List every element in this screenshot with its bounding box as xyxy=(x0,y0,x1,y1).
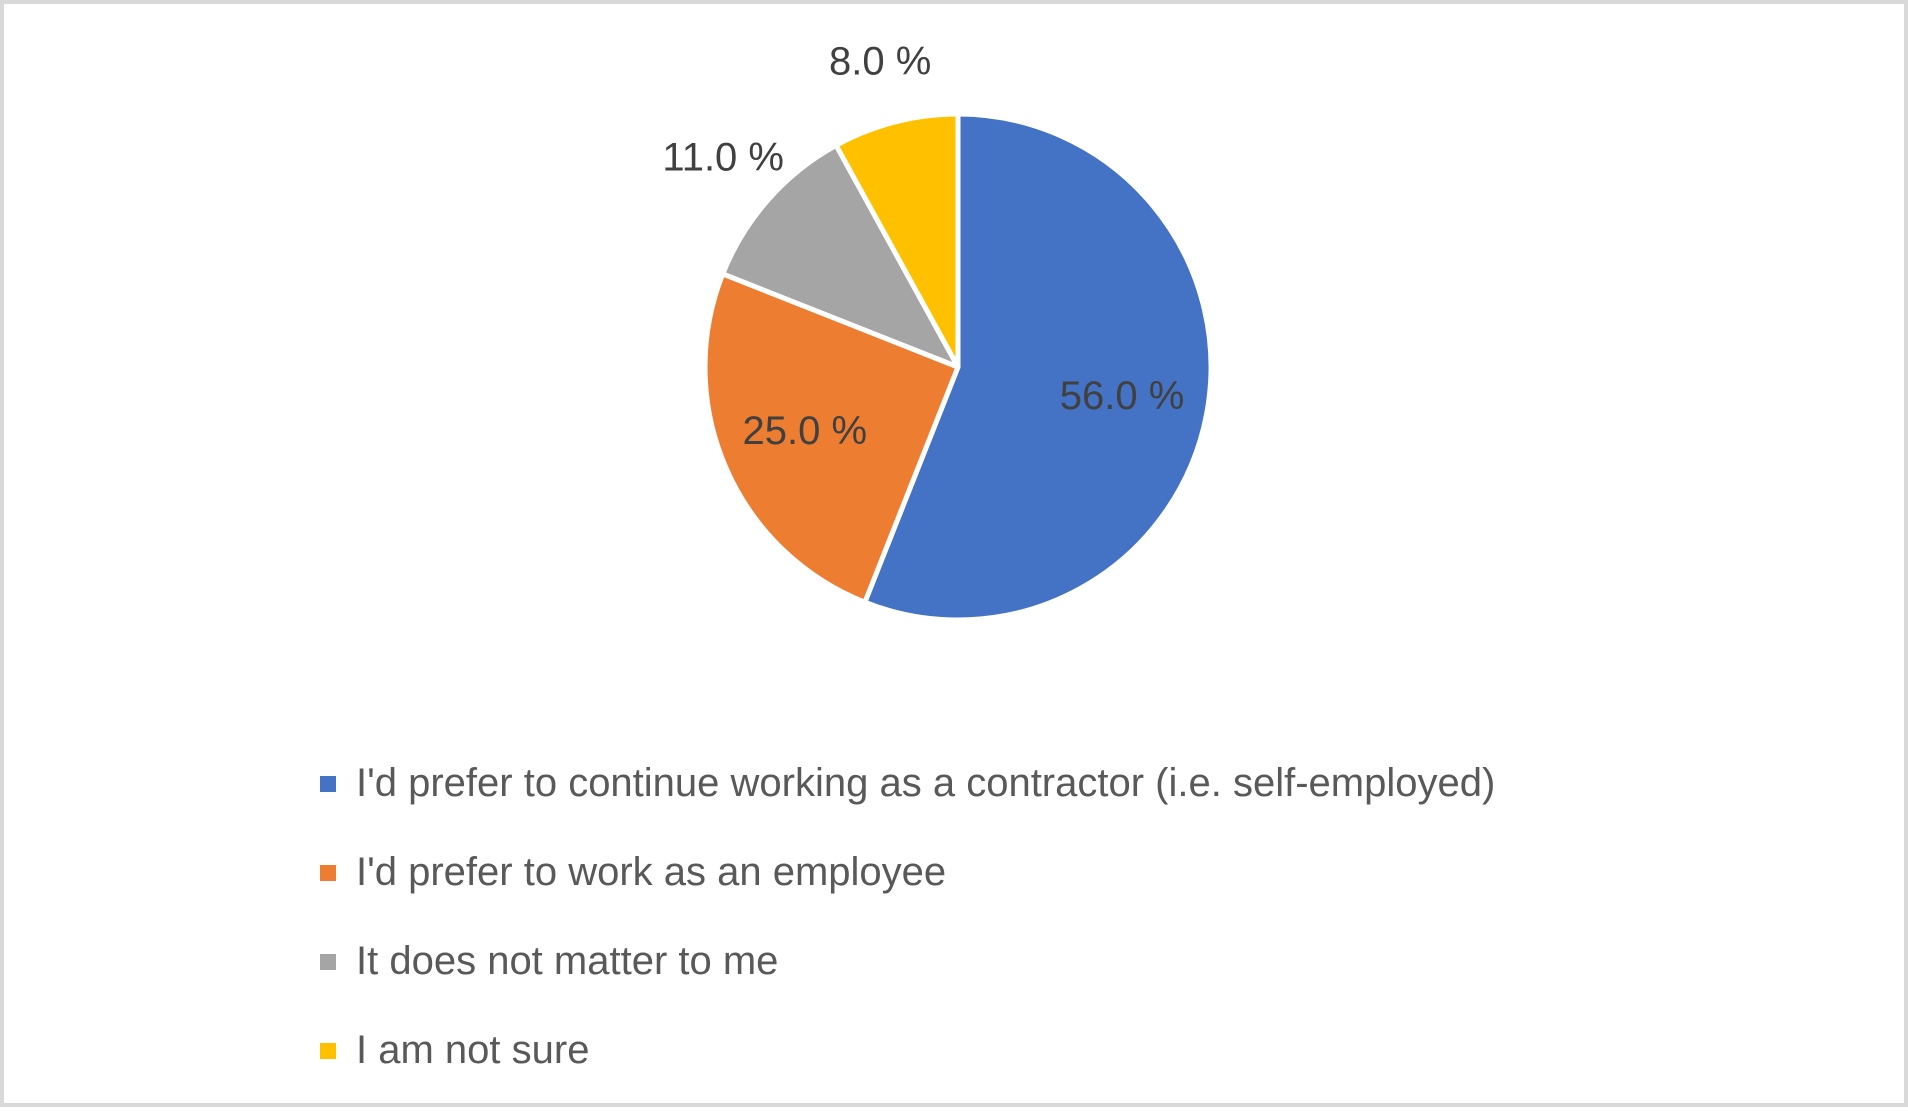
chart-legend: I'd prefer to continue working as a cont… xyxy=(320,739,1495,1095)
legend-item-not-sure: I am not sure xyxy=(320,1006,1495,1095)
pie-slice-contractor xyxy=(862,111,1214,623)
legend-label: I'd prefer to work as an employee xyxy=(356,850,947,894)
data-label-not-sure: 8.0 % xyxy=(829,39,931,83)
legend-item-does-not-matter: It does not matter to me xyxy=(320,917,1495,1006)
pie-slice-not-sure xyxy=(833,111,961,370)
legend-swatch xyxy=(320,864,336,881)
legend-label: I am not sure xyxy=(356,1028,590,1072)
legend-item-employee: I'd prefer to work as an employee xyxy=(320,828,1495,917)
legend-swatch xyxy=(320,1042,336,1059)
data-label-contractor: 56.0 % xyxy=(1060,374,1185,418)
legend-swatch xyxy=(320,775,336,792)
legend-item-contractor: I'd prefer to continue working as a cont… xyxy=(320,739,1495,828)
pie-slice-does-not-matter xyxy=(720,142,961,370)
pie-slice-employee xyxy=(702,271,961,605)
data-label-employee: 25.0 % xyxy=(742,409,867,453)
legend-label: I'd prefer to continue working as a cont… xyxy=(356,761,1496,805)
pie-chart: 56.0 % 25.0 % 11.0 % 8.0 % xyxy=(662,39,1214,623)
legend-label: It does not matter to me xyxy=(356,939,779,983)
data-label-does-not-matter: 11.0 % xyxy=(662,136,784,180)
legend-swatch xyxy=(320,953,336,970)
